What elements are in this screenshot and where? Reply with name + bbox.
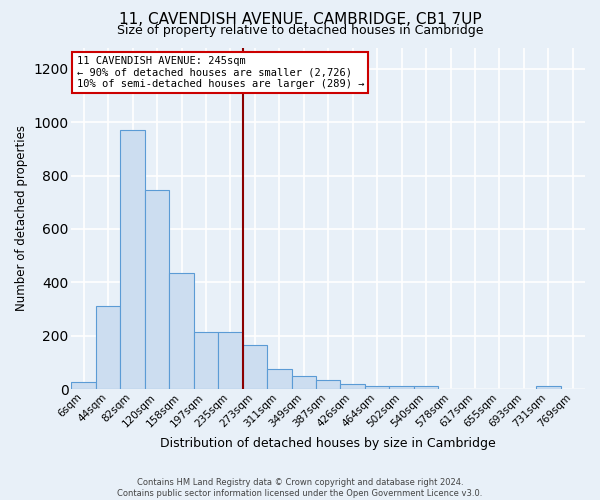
Text: Contains HM Land Registry data © Crown copyright and database right 2024.
Contai: Contains HM Land Registry data © Crown c… xyxy=(118,478,482,498)
Bar xyxy=(218,332,242,389)
Bar xyxy=(169,273,194,389)
Bar xyxy=(316,380,340,389)
X-axis label: Distribution of detached houses by size in Cambridge: Distribution of detached houses by size … xyxy=(160,437,496,450)
Bar xyxy=(292,376,316,389)
Y-axis label: Number of detached properties: Number of detached properties xyxy=(15,126,28,312)
Bar xyxy=(389,386,414,389)
Bar xyxy=(242,345,267,389)
Text: Size of property relative to detached houses in Cambridge: Size of property relative to detached ho… xyxy=(117,24,483,37)
Bar xyxy=(267,369,292,389)
Bar xyxy=(121,130,145,389)
Text: 11 CAVENDISH AVENUE: 245sqm
← 90% of detached houses are smaller (2,726)
10% of : 11 CAVENDISH AVENUE: 245sqm ← 90% of det… xyxy=(77,56,364,89)
Bar xyxy=(71,382,96,389)
Text: 11, CAVENDISH AVENUE, CAMBRIDGE, CB1 7UP: 11, CAVENDISH AVENUE, CAMBRIDGE, CB1 7UP xyxy=(119,12,481,28)
Bar xyxy=(194,332,218,389)
Bar xyxy=(145,190,169,389)
Bar xyxy=(96,306,121,389)
Bar xyxy=(414,386,438,389)
Bar xyxy=(536,386,560,389)
Bar xyxy=(340,384,365,389)
Bar xyxy=(365,386,389,389)
